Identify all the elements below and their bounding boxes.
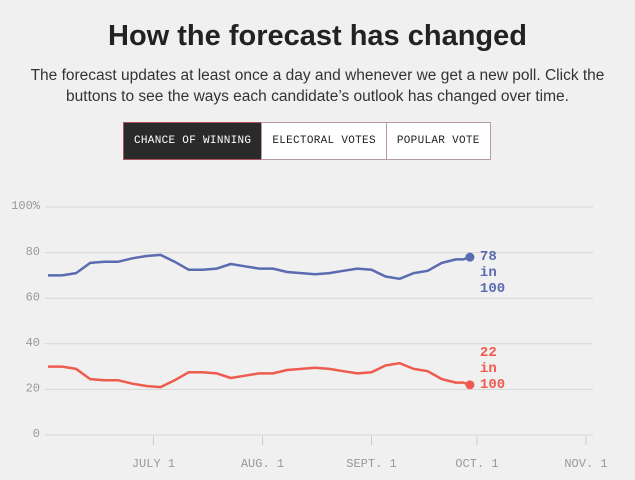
y-tick-label: 0 — [33, 427, 40, 441]
end-dot — [465, 380, 475, 390]
button-group: CHANCE OF WINNING ELECTORAL VOTES POPULAR … — [123, 122, 491, 160]
y-tick-label: 20 — [26, 382, 40, 396]
tab-button[interactable]: POPULAR VOTE — [385, 122, 491, 160]
subtitle: The forecast updates at least once a day… — [30, 67, 605, 105]
end-label: 78 in 100 — [479, 249, 506, 298]
y-tick-label: 100% — [11, 199, 41, 213]
tab-button[interactable]: ELECTORAL VOTES — [261, 122, 387, 160]
tab-button[interactable]: CHANCE OF WINNING — [123, 122, 263, 160]
y-tick-label: 80 — [26, 245, 40, 259]
title: How the forecast has changed — [108, 20, 527, 52]
y-tick-label: 40 — [26, 336, 40, 350]
x-tick-label: SEPT. 1 — [346, 457, 396, 471]
y-tick-label: 60 — [26, 290, 40, 304]
series-line — [48, 253, 471, 281]
end-label: 22 in 100 — [479, 344, 506, 393]
end-dot — [465, 252, 475, 262]
x-tick-label: AUG. 1 — [241, 457, 284, 471]
x-tick-label: OCT. 1 — [455, 457, 498, 471]
x-tick-label: NOV. 1 — [564, 457, 607, 471]
x-tick-label: JULY 1 — [132, 457, 175, 471]
series-line — [48, 361, 471, 389]
